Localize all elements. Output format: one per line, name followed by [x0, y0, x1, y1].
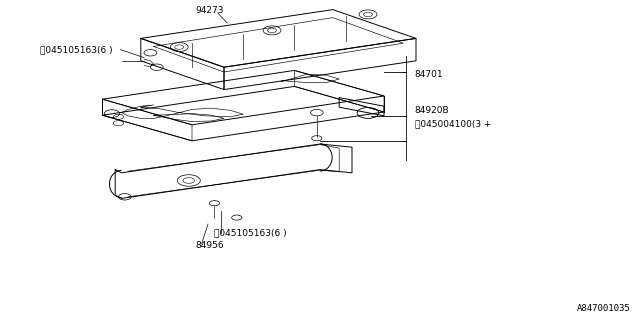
Text: 84920B: 84920B: [415, 106, 449, 115]
Text: Ⓢ045105163(6 ): Ⓢ045105163(6 ): [40, 45, 113, 54]
Text: 84956: 84956: [195, 241, 224, 250]
Text: Ⓢ045105163(6 ): Ⓢ045105163(6 ): [214, 228, 287, 237]
Text: 84701: 84701: [415, 70, 444, 79]
Text: 94273: 94273: [195, 6, 224, 15]
Text: Ⓢ045004100(3 +: Ⓢ045004100(3 +: [415, 120, 492, 129]
Text: A847001035: A847001035: [577, 304, 630, 313]
